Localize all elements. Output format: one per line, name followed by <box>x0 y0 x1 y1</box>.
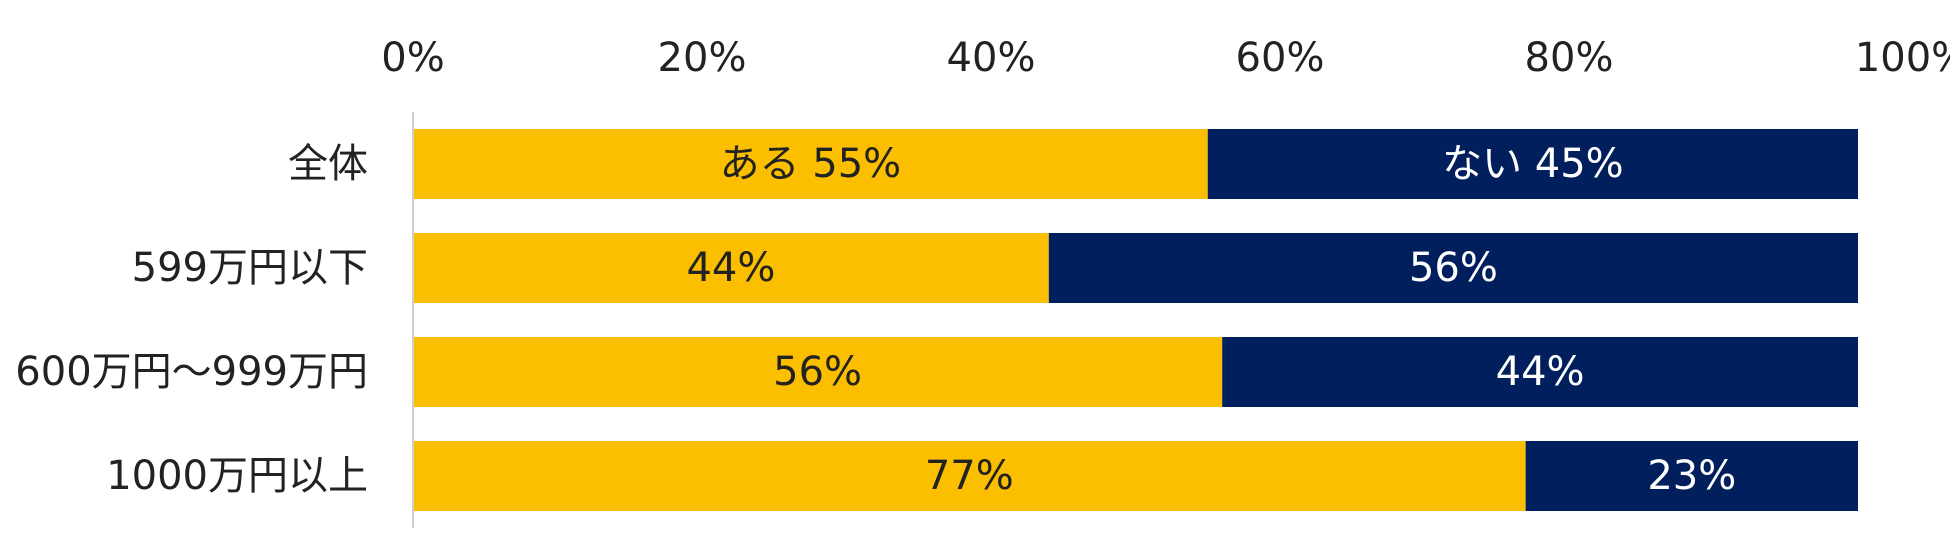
x-tick-label: 40% <box>947 35 1036 81</box>
data-label: 44% <box>686 245 775 291</box>
category-label: 599万円以下 <box>132 245 368 291</box>
x-axis-ticks: 0% 20% 40% 60% 80% 100% <box>381 35 1950 81</box>
data-label: ない 45% <box>1442 141 1624 187</box>
x-tick-label: 100% <box>1855 35 1950 81</box>
data-label: 77% <box>925 453 1014 499</box>
bar-segment-aru <box>413 441 1526 511</box>
bar-segment-nai <box>1048 233 1858 303</box>
category-labels: 全体 599万円以下 600万円～999万円 1000万円以上 <box>15 141 368 499</box>
category-label: 1000万円以上 <box>106 453 368 499</box>
category-label: 600万円～999万円 <box>15 349 368 395</box>
bar-segment-aru <box>413 337 1223 407</box>
data-label: 44% <box>1496 349 1585 395</box>
data-label: 23% <box>1647 453 1736 499</box>
x-tick-label: 80% <box>1525 35 1614 81</box>
data-label: ある 55% <box>720 141 902 187</box>
bar-segment-aru <box>413 233 1049 303</box>
x-tick-label: 20% <box>658 35 747 81</box>
x-tick-label: 60% <box>1236 35 1325 81</box>
bar-segment-nai <box>1525 441 1858 511</box>
bar-segment-nai <box>1207 129 1858 199</box>
bar-segment-aru <box>413 129 1208 199</box>
category-label: 全体 <box>288 141 368 187</box>
bars: ある 55% ない 45% 44% 56% 56% 44% 77% 23% <box>413 129 1858 511</box>
data-label: 56% <box>773 349 862 395</box>
x-tick-label: 0% <box>381 35 444 81</box>
bar-segment-nai <box>1222 337 1858 407</box>
data-label: 56% <box>1409 245 1498 291</box>
